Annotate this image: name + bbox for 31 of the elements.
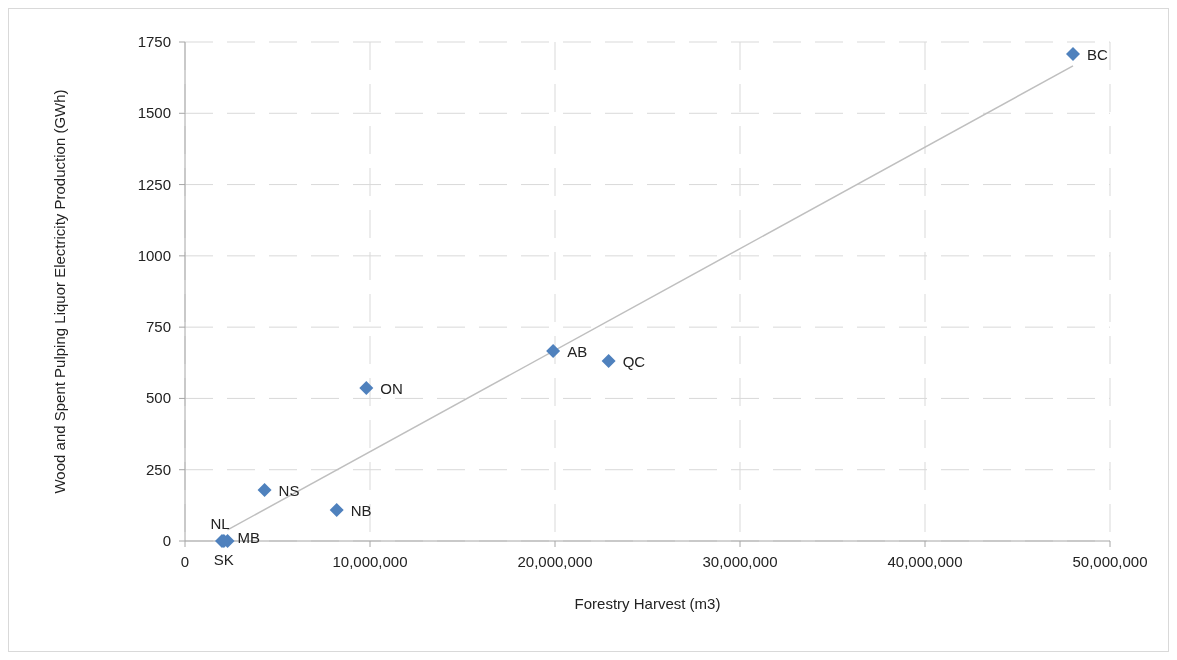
point	[601, 354, 616, 369]
y-tick-label: 750	[145, 318, 171, 336]
y-tick-label: 1500	[137, 104, 171, 122]
y-tick-label: 250	[145, 460, 171, 478]
y-axis-title: Wood and Spent Pulping Liquor Electricity Production (GWh)	[51, 89, 68, 494]
annotation: QC	[622, 353, 646, 371]
y-tick-label: 1000	[137, 246, 171, 264]
annotation: SK	[213, 551, 234, 568]
x-tick-label: 30,000,000	[702, 553, 778, 570]
y-tick-label: 0	[162, 532, 171, 549]
point	[546, 344, 561, 359]
annotation: AB	[567, 343, 588, 361]
annotation: NB	[350, 501, 372, 519]
x-axis-title: Forestry Harvest (m3)	[574, 595, 721, 612]
point	[359, 380, 374, 395]
y-tick-label: 1250	[137, 175, 171, 193]
x-tick-label: 10,000,000	[332, 553, 408, 570]
point	[329, 502, 344, 517]
point	[257, 482, 272, 497]
annotation: ON	[380, 379, 403, 397]
x-tick-label: 20,000,000	[517, 553, 593, 570]
annotation: MB	[237, 529, 261, 546]
y-tick-label: 1750	[137, 33, 171, 50]
annotation: BC	[1087, 45, 1108, 63]
x-tick-label: 40,000,000	[887, 553, 963, 570]
x-tick-label: 0	[180, 553, 190, 570]
annotation: NS	[278, 481, 300, 499]
y-tick-label: 500	[145, 389, 171, 407]
annotation: NL	[210, 515, 230, 532]
point	[1066, 46, 1080, 61]
x-tick-label: 50,000,000	[1072, 553, 1148, 570]
